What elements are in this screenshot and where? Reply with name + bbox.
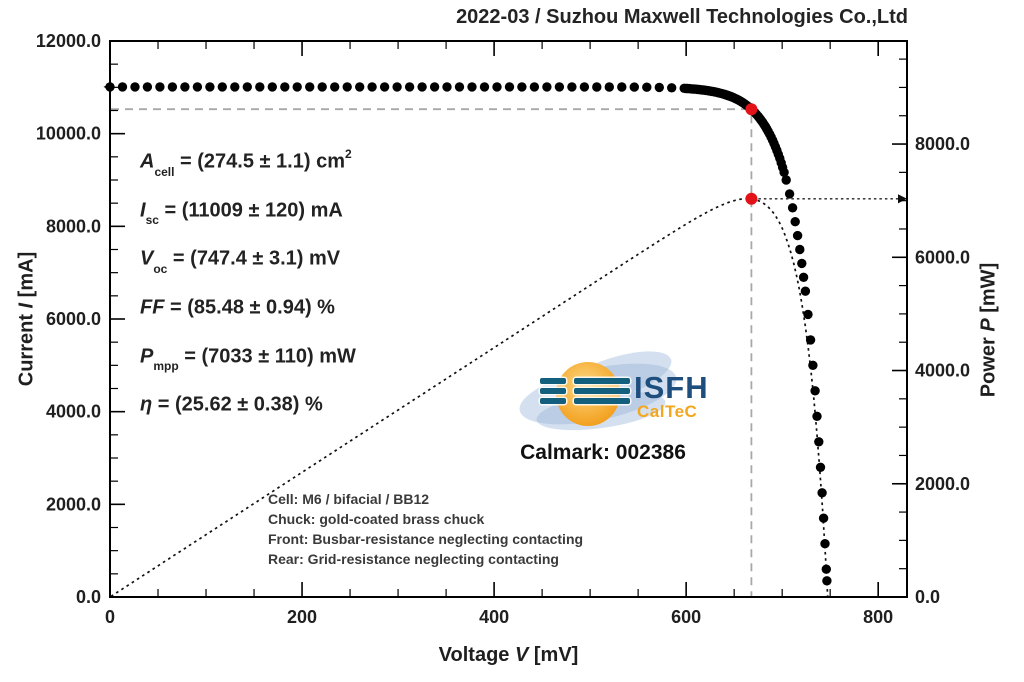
y-right-tick-label: 2000.0	[915, 474, 970, 494]
logo-bars-icon	[540, 388, 566, 394]
x-axis-label: Voltage V [mV]	[438, 644, 579, 666]
y-right-axis-label: Power P [mW]	[977, 262, 1000, 398]
y-left-tick-label: 8000.0	[46, 216, 101, 236]
cell-info-line: Cell: M6 / bifacial / BB12	[268, 491, 430, 507]
annotation-isc: Isc = (11009 ± 120) mA	[140, 199, 343, 228]
cell-info-block: Cell: M6 / bifacial / BB12 Chuck: gold-c…	[268, 489, 583, 569]
iv-data-points	[105, 82, 832, 586]
logo-bars-icon	[540, 378, 566, 384]
mpp-marker-power	[745, 192, 758, 205]
measurement-results-block: Acell = (274.5 ± 1.1) cm2 Isc = (11009 ±…	[140, 138, 356, 430]
annotation-efficiency: η = (25.62 ± 0.38) %	[140, 393, 323, 416]
y-right-tick-label: 0.0	[915, 587, 940, 607]
y-left-tick-label: 2000.0	[46, 494, 101, 514]
x-tick-label: 600	[671, 607, 701, 627]
annotation-pmpp: Pmpp = (7033 ± 110) mW	[140, 345, 356, 374]
y-left-axis-label: Current I [mA]	[15, 251, 38, 387]
y-left-tick-label: 0.0	[76, 587, 101, 607]
y-left-tick-label: 12000.0	[36, 31, 101, 51]
cell-info-line: Rear: Grid-resistance neglecting contact…	[268, 551, 559, 567]
x-tick-label: 800	[863, 607, 893, 627]
y-left-tick-label: 4000.0	[46, 402, 101, 422]
y-left-tick-label: 6000.0	[46, 309, 101, 329]
y-left-tick-label: 10000.0	[36, 124, 101, 144]
logo-bars-icon	[574, 398, 630, 404]
pmpp-arrowhead-icon	[898, 194, 907, 204]
sun-icon	[556, 362, 620, 426]
logo-bars-icon	[574, 378, 630, 384]
x-tick-label: 200	[287, 607, 317, 627]
x-tick-label: 400	[479, 607, 509, 627]
y-right-tick-label: 6000.0	[915, 247, 970, 267]
y-right-tick-label: 4000.0	[915, 361, 970, 381]
cell-info-line: Front: Busbar-resistance neglecting cont…	[268, 531, 584, 547]
logo-name: ISFH	[634, 370, 709, 405]
y-right-tick-label: 8000.0	[915, 134, 970, 154]
cell-info-line: Chuck: gold-coated brass chuck	[268, 511, 485, 527]
isfh-caltec-logo: ISFH CalTeC	[514, 340, 716, 442]
mpp-marker-iv	[745, 103, 758, 116]
logo-bars-icon	[574, 388, 630, 394]
annotation-a-cell: Acell = (274.5 ± 1.1) cm2	[140, 147, 352, 179]
annotation-ff: FF = (85.48 ± 0.94) %	[140, 296, 335, 319]
annotation-voc: Voc = (747.4 ± 3.1) mV	[140, 247, 341, 276]
x-tick-label: 0	[105, 607, 115, 627]
chart-title: 2022-03 / Suzhou Maxwell Technologies Co…	[456, 6, 908, 28]
calmark-label: Calmark: 002386	[520, 441, 686, 464]
logo-bars-icon	[540, 398, 566, 404]
logo-subname: CalTeC	[637, 402, 698, 421]
